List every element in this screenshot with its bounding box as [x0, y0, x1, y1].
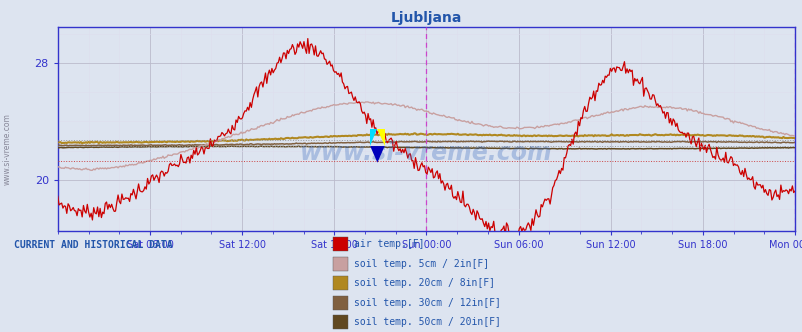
Text: CURRENT AND HISTORICAL DATA: CURRENT AND HISTORICAL DATA	[14, 240, 173, 250]
FancyBboxPatch shape	[333, 295, 347, 309]
Text: soil temp. 50cm / 20in[F]: soil temp. 50cm / 20in[F]	[354, 317, 500, 327]
FancyBboxPatch shape	[333, 315, 347, 329]
Text: air temp.[F]: air temp.[F]	[354, 239, 424, 249]
Text: www.si-vreme.com: www.si-vreme.com	[300, 141, 552, 165]
FancyBboxPatch shape	[333, 276, 347, 290]
Text: www.si-vreme.com: www.si-vreme.com	[2, 114, 12, 185]
Polygon shape	[370, 146, 384, 163]
Polygon shape	[370, 129, 377, 146]
Title: Ljubljana: Ljubljana	[391, 11, 461, 25]
Text: soil temp. 5cm / 2in[F]: soil temp. 5cm / 2in[F]	[354, 259, 488, 269]
Polygon shape	[377, 129, 384, 146]
FancyBboxPatch shape	[333, 237, 347, 251]
Text: soil temp. 20cm / 8in[F]: soil temp. 20cm / 8in[F]	[354, 278, 495, 288]
FancyBboxPatch shape	[333, 257, 347, 271]
Text: soil temp. 30cm / 12in[F]: soil temp. 30cm / 12in[F]	[354, 297, 500, 308]
